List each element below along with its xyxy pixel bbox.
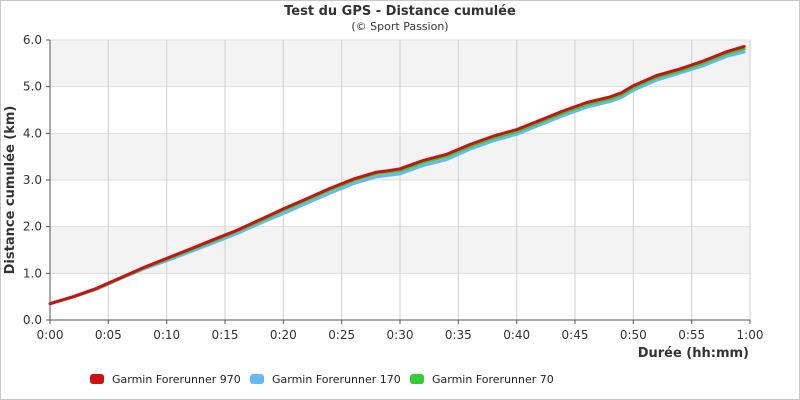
x-tick-label: 0:05: [95, 328, 122, 342]
x-tick-label: 1:00: [737, 328, 764, 342]
series-line: [48, 45, 746, 306]
x-tick-label: 0:20: [270, 328, 297, 342]
y-axis-title: Distance cumulée (km): [3, 106, 18, 275]
x-tick-label: 0:00: [37, 328, 64, 342]
y-tick-label: 0.0: [23, 313, 42, 327]
y-tick-label: 3.0: [23, 173, 42, 187]
y-tick-label: 1.0: [23, 266, 42, 280]
y-axis-ticks: 0.0 1.0 2.0 3.0 4.0 5.0 6.0: [23, 33, 50, 327]
series-lines: [48, 45, 746, 306]
x-tick-label: 0:40: [503, 328, 530, 342]
x-tick-label: 0:45: [562, 328, 589, 342]
axes: [49, 40, 750, 321]
legend-swatch: [250, 374, 264, 384]
legend-label: Garmin Forerunner 970: [112, 373, 241, 386]
x-tick-label: 0:25: [328, 328, 355, 342]
legend: Garmin Forerunner 970 Garmin Forerunner 1…: [90, 373, 554, 386]
legend-swatch: [410, 374, 424, 384]
legend-swatch: [90, 374, 104, 384]
legend-label: Garmin Forerunner 70: [432, 373, 554, 386]
chart-title: Test du GPS - Distance cumulée: [284, 4, 516, 19]
chart-subtitle: (© Sport Passion): [351, 20, 448, 33]
legend-label: Garmin Forerunner 170: [272, 373, 401, 386]
y-tick-label: 2.0: [23, 220, 42, 234]
x-tick-label: 0:30: [387, 328, 414, 342]
x-tick-label: 0:10: [153, 328, 180, 342]
y-tick-label: 5.0: [23, 80, 42, 94]
x-tick-label: 0:55: [678, 328, 705, 342]
x-tick-label: 0:50: [620, 328, 647, 342]
x-tick-label: 0:35: [445, 328, 472, 342]
x-axis-title: Durée (hh:mm): [638, 346, 749, 361]
x-tick-label: 0:15: [212, 328, 239, 342]
x-axis-ticks: 0:00 0:05 0:10 0:15 0:20 0:25 0:30 0:35 0:40 0:45…: [37, 320, 764, 342]
y-tick-label: 6.0: [23, 33, 42, 47]
y-tick-label: 4.0: [23, 126, 42, 140]
